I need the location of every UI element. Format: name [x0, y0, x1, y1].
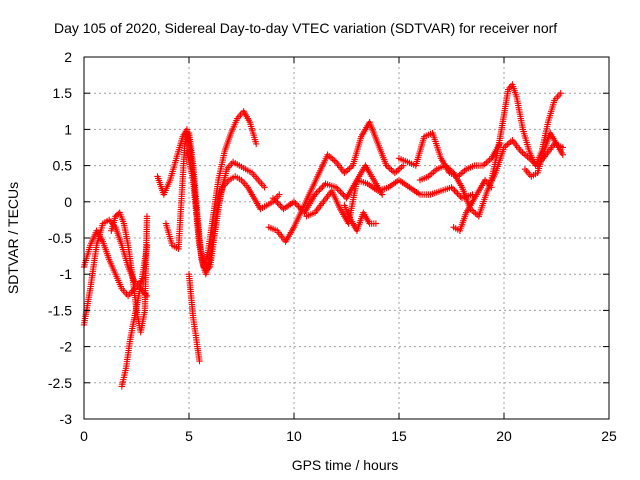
data-point: [338, 190, 346, 197]
series-sat-track-q: [521, 129, 566, 180]
y-tick-label: -1.5: [48, 302, 72, 318]
data-point: [319, 183, 326, 191]
data-point: [400, 162, 407, 169]
series-sat-track-d: [118, 242, 151, 390]
data-point: [452, 188, 460, 196]
data-point: [313, 189, 320, 197]
y-tick-label: -2.5: [48, 375, 72, 391]
data-point: [295, 203, 302, 210]
chart-title: Day 105 of 2020, Sidereal Day-to-day VTE…: [54, 20, 557, 36]
data-point: [455, 191, 463, 199]
data-point: [335, 187, 343, 194]
data-point: [488, 184, 495, 191]
series-sat-track-i: [265, 118, 407, 245]
x-tick-label: 10: [286, 428, 302, 444]
x-tick-label: 0: [80, 428, 88, 444]
y-tick-labels: -3 -2.5 -2 -1.5 -1 -0.5 0 0.5 1 1.5 2: [48, 49, 72, 427]
series-sat-track-l: [341, 202, 380, 234]
x-tick-label: 15: [391, 428, 407, 444]
data-point: [261, 184, 268, 191]
x-tick-labels: 0 5 10 15 20 25: [80, 428, 617, 444]
data-point: [253, 140, 260, 148]
data-point: [448, 184, 455, 191]
x-tick-label: 25: [601, 428, 617, 444]
data-point: [205, 264, 212, 272]
data-point: [292, 200, 299, 207]
data-point: [277, 202, 284, 210]
data-point: [379, 191, 386, 198]
series-sat-track-b: [80, 227, 144, 300]
series-sat-track-h: [183, 147, 268, 274]
y-tick-label: -2: [60, 339, 73, 355]
data-point: [143, 242, 151, 249]
series-sat-track-c: [108, 209, 151, 336]
data-point: [272, 198, 280, 205]
data-point: [337, 188, 344, 196]
y-tick-label: -0.5: [48, 230, 72, 246]
series-sat-track-j: [269, 176, 476, 216]
data-point: [320, 182, 328, 189]
data-point: [314, 188, 322, 195]
data-point: [196, 357, 203, 365]
data-point: [372, 220, 380, 227]
series-sat-track-a: [80, 216, 151, 329]
y-tick-label: 1.5: [53, 85, 73, 101]
data-point: [449, 185, 457, 193]
data-point: [557, 90, 564, 97]
data-point: [276, 191, 283, 198]
data-point: [271, 196, 278, 203]
data-point: [275, 201, 283, 208]
series-sat-track-e: [154, 108, 260, 271]
series-sat-track-p: [488, 81, 564, 184]
data-point: [269, 194, 277, 202]
data-point: [143, 213, 151, 220]
data-point: [290, 198, 298, 205]
data-point: [332, 184, 340, 191]
y-axis-label: SDTVAR / TECUs: [5, 182, 21, 294]
data-point: [274, 199, 281, 207]
data-point: [316, 186, 323, 194]
x-tick-label: 20: [496, 428, 512, 444]
data-marks: [80, 81, 566, 390]
y-tick-label: 1: [64, 121, 72, 137]
x-axis-label: GPS time / hours: [292, 457, 399, 473]
y-tick-label: 0.5: [53, 158, 73, 174]
data-point: [559, 151, 566, 158]
data-point: [317, 185, 325, 192]
data-point: [293, 201, 301, 209]
series-sat-track-o: [450, 176, 495, 234]
data-point: [334, 185, 341, 193]
y-tick-label: 0: [64, 194, 72, 210]
y-tick-label: -1: [60, 266, 73, 282]
data-point: [457, 193, 464, 200]
plot-frame: [83, 56, 610, 420]
x-tick-label: 5: [185, 428, 193, 444]
series-sat-track-g: [185, 271, 203, 365]
y-tick-label: 2: [64, 49, 72, 65]
y-tick-label: -3: [60, 411, 73, 427]
data-point: [296, 204, 304, 212]
data-point: [311, 191, 319, 198]
data-point: [451, 187, 458, 194]
data-point: [454, 190, 461, 197]
